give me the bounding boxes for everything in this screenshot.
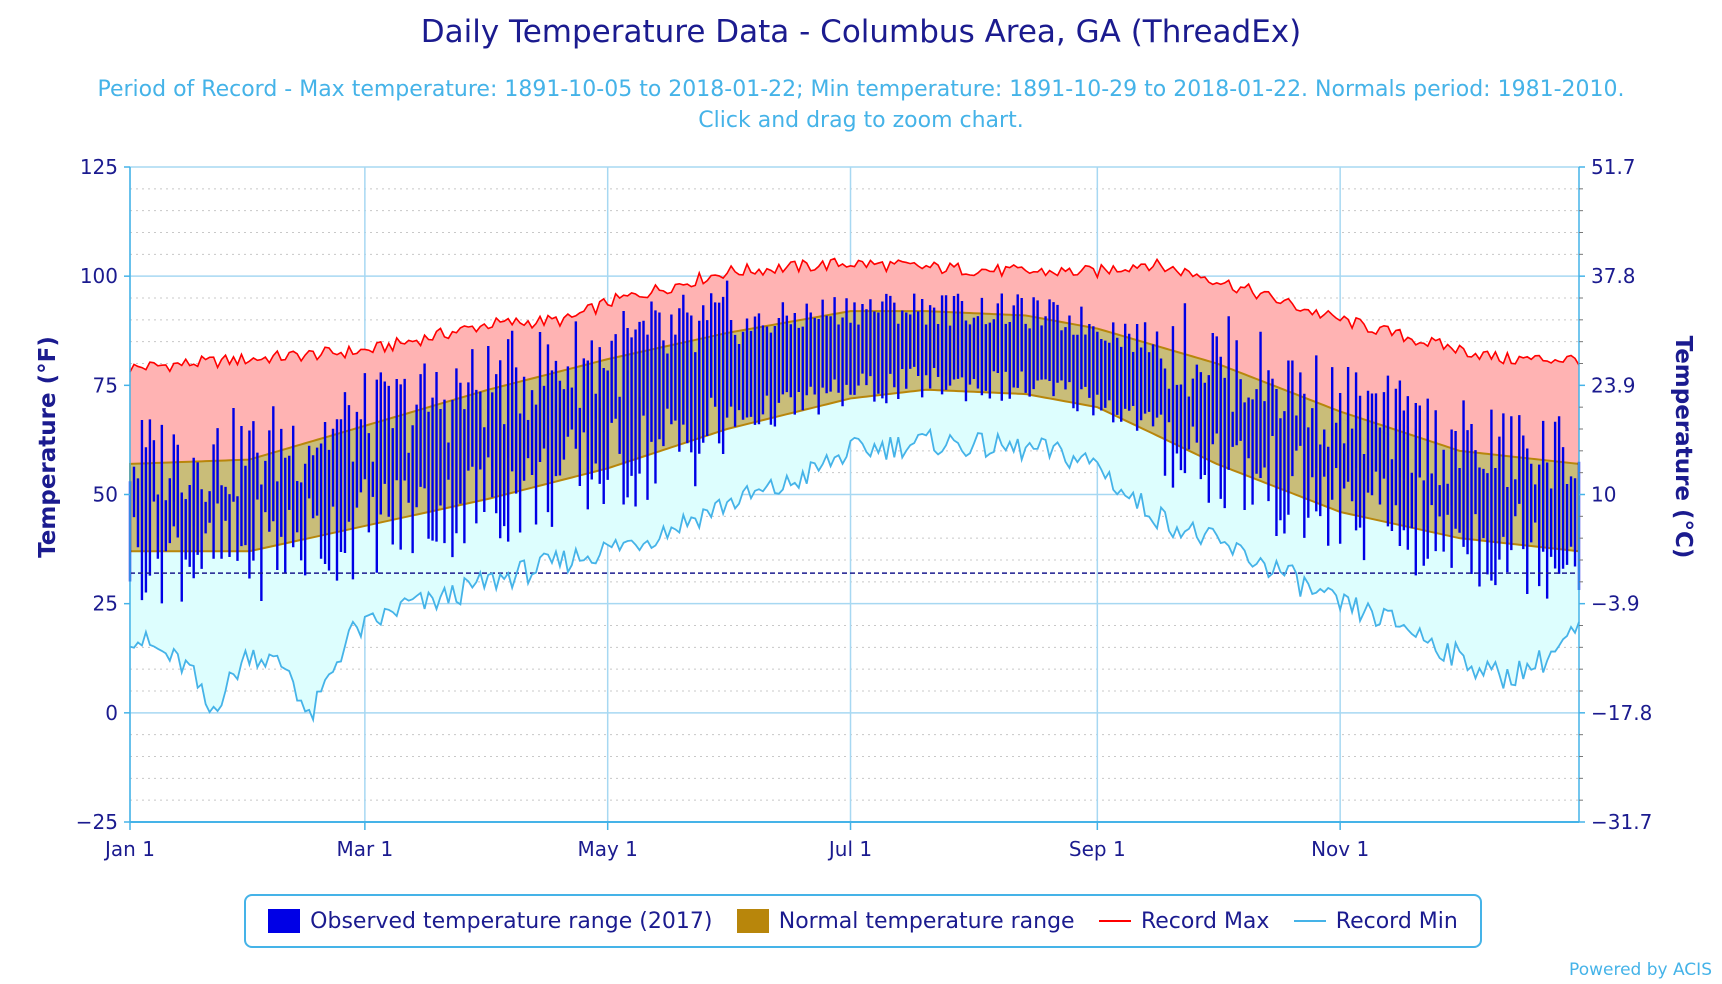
y-tick-label-left: −25 <box>76 810 118 834</box>
y-tick-label-left: 100 <box>80 264 118 288</box>
powered-by-credit[interactable]: Powered by ACIS <box>1569 960 1712 980</box>
y-tick-label-left: 75 <box>93 373 118 397</box>
y-tick-label-left: 50 <box>93 483 118 507</box>
x-tick-label: Sep 1 <box>1069 837 1126 861</box>
observed-swatch <box>268 909 301 933</box>
y-tick-label-right: −31.7 <box>1591 810 1652 834</box>
y-tick-label-left: 25 <box>93 592 118 616</box>
record-max-line <box>129 257 1580 373</box>
x-tick-label: Mar 1 <box>336 837 393 861</box>
chart-title: Daily Temperature Data - Columbus Area, … <box>420 14 1302 50</box>
y-tick-label-right: 37.8 <box>1591 264 1636 288</box>
x-tick-label: Nov 1 <box>1311 837 1369 861</box>
legend-label-normal: Normal temperature range <box>778 908 1075 934</box>
x-tick-label: May 1 <box>577 837 637 861</box>
axes: 125 51.7 100 37.8 75 23.9 50 10 25 −3.9 0 −17.8 −25 −… <box>76 155 1653 861</box>
x-tick-label: Jul 1 <box>827 837 872 861</box>
record-min-swatch <box>1293 920 1326 922</box>
y-tick-label-right: 10 <box>1591 483 1616 507</box>
y-axis-title-right: Temperature (°C) <box>1670 336 1696 559</box>
y-tick-label-right: −17.8 <box>1591 701 1652 725</box>
y-tick-label-right: 51.7 <box>1591 155 1636 179</box>
record-max-swatch <box>1098 920 1131 922</box>
y-tick-label-right: 23.9 <box>1591 373 1636 397</box>
record-min-line <box>129 427 1580 724</box>
chart-subtitle: Period of Record - Max temperature: 1891… <box>97 77 1625 133</box>
legend-label-record-max: Record Max <box>1140 908 1270 934</box>
normal-swatch <box>736 909 769 933</box>
observed-bars <box>128 280 1581 604</box>
legend-item-observed[interactable]: Observed temperature range (2017) <box>268 909 712 934</box>
legend-item-normal[interactable]: Normal temperature range <box>736 908 1075 934</box>
y-tick-label-left: 0 <box>105 701 118 725</box>
temperature-chart[interactable]: 125 51.7 100 37.8 75 23.9 50 10 25 −3.9 0 −17.8 −25 −… <box>0 0 1722 900</box>
legend-label-record-min: Record Min <box>1335 908 1458 934</box>
legend-item-record-max[interactable]: Record Max <box>1098 908 1270 934</box>
x-tick-label: Jan 1 <box>103 837 155 861</box>
y-tick-label-right: −3.9 <box>1591 592 1640 616</box>
record-lines <box>129 257 1580 724</box>
legend: Observed temperature range (2017) Normal… <box>244 894 1482 948</box>
y-tick-label-left: 125 <box>80 155 118 179</box>
legend-label-observed: Observed temperature range (2017) <box>310 908 713 934</box>
y-axis-title-left: Temperature (°F) <box>35 336 61 558</box>
legend-item-record-min[interactable]: Record Min <box>1293 908 1458 934</box>
record-max-area <box>130 258 1579 464</box>
